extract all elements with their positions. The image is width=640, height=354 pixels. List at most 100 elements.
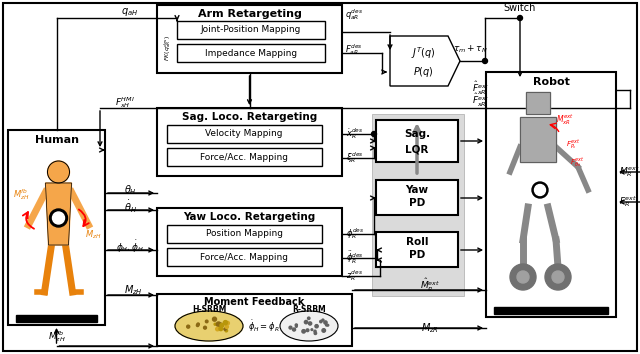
Circle shape [212, 317, 216, 321]
Circle shape [52, 212, 65, 224]
Circle shape [196, 324, 199, 326]
Text: $\phi_H, \dot\phi_H$: $\phi_H, \dot\phi_H$ [116, 239, 144, 255]
Circle shape [225, 325, 228, 329]
Bar [526, 92, 550, 114]
Circle shape [545, 264, 571, 290]
Text: Yaw: Yaw [405, 185, 429, 195]
Circle shape [220, 323, 222, 326]
Text: $J^T(q)$: $J^T(q)$ [411, 45, 435, 61]
Text: $FK(q_{aR}^{des})$: $FK(q_{aR}^{des})$ [163, 35, 173, 61]
Bar [526, 92, 550, 114]
Circle shape [534, 184, 545, 195]
Bar [486, 72, 616, 317]
Circle shape [320, 320, 322, 323]
Circle shape [49, 209, 67, 227]
Circle shape [305, 320, 308, 324]
Bar [376, 232, 458, 267]
Circle shape [197, 323, 199, 325]
Text: Robot: Robot [532, 77, 570, 87]
Bar [8, 130, 105, 325]
Text: $\phi_R^{des}$: $\phi_R^{des}$ [346, 227, 364, 241]
Bar [167, 148, 322, 166]
Circle shape [289, 326, 292, 329]
Text: $q_{aR}^{des}$: $q_{aR}^{des}$ [345, 7, 363, 22]
Text: LQR: LQR [405, 144, 429, 154]
Text: Arm Retargeting: Arm Retargeting [198, 9, 301, 19]
Text: Sag. Loco. Retargeting: Sag. Loco. Retargeting [182, 112, 317, 122]
Circle shape [483, 58, 488, 63]
Circle shape [314, 330, 316, 332]
Circle shape [532, 182, 548, 198]
Ellipse shape [280, 311, 338, 341]
Text: $\dot\theta_H$: $\dot\theta_H$ [124, 199, 136, 216]
Text: $M_{zH}^{fb}$: $M_{zH}^{fb}$ [13, 188, 29, 202]
Text: $\xi_R^{des}$: $\xi_R^{des}$ [346, 150, 364, 165]
Bar [157, 294, 352, 346]
Text: H-SRBM: H-SRBM [192, 304, 226, 314]
Text: $M_{zH}^{fb}$: $M_{zH}^{fb}$ [47, 330, 65, 344]
Circle shape [219, 327, 223, 331]
Polygon shape [390, 36, 460, 86]
Bar [177, 44, 325, 62]
Text: $\dot{x}_R^{des}$: $\dot{x}_R^{des}$ [346, 126, 364, 142]
Text: $M_{xR}^{ext}$: $M_{xR}^{ext}$ [556, 113, 574, 127]
Text: Force/Acc. Mapping: Force/Acc. Mapping [200, 252, 288, 262]
Bar [157, 108, 342, 176]
Circle shape [296, 326, 297, 327]
Circle shape [223, 321, 227, 325]
Circle shape [187, 325, 189, 328]
Text: $\hat{F}_{xR}^{ext}$: $\hat{F}_{xR}^{ext}$ [472, 79, 490, 97]
Text: Force/Acc. Mapping: Force/Acc. Mapping [200, 153, 288, 161]
Circle shape [315, 325, 318, 328]
Text: $F_{xH}^{HMI}$: $F_{xH}^{HMI}$ [115, 96, 135, 110]
Text: Position Mapping: Position Mapping [205, 229, 282, 239]
Circle shape [322, 319, 324, 321]
Text: PD: PD [409, 250, 425, 260]
Bar [167, 248, 322, 266]
Polygon shape [45, 183, 72, 245]
Circle shape [216, 322, 221, 326]
Text: $P(q)$: $P(q)$ [413, 65, 433, 79]
Circle shape [314, 332, 317, 335]
Text: Moment Feedback: Moment Feedback [204, 297, 305, 307]
Circle shape [205, 320, 208, 323]
Circle shape [371, 131, 376, 137]
Text: $M_R^{ext}$: $M_R^{ext}$ [619, 165, 640, 179]
Circle shape [295, 324, 298, 326]
Circle shape [308, 317, 310, 319]
Text: $F_{\theta_x}^{ext}$: $F_{\theta_x}^{ext}$ [570, 155, 584, 169]
Bar [16, 315, 97, 322]
Bar [376, 180, 458, 215]
Circle shape [47, 161, 70, 183]
Text: $M_{zH}$: $M_{zH}$ [124, 283, 143, 297]
Bar [372, 114, 464, 296]
Circle shape [324, 321, 327, 324]
Bar [376, 120, 458, 162]
Text: $\ddot\phi_R^{des}$: $\ddot\phi_R^{des}$ [346, 250, 364, 266]
Text: $\theta_H$: $\theta_H$ [124, 183, 136, 197]
Text: $\dot\phi_H=\phi_R$: $\dot\phi_H=\phi_R$ [248, 318, 280, 334]
Text: Velocity Mapping: Velocity Mapping [205, 130, 283, 138]
Ellipse shape [175, 311, 243, 341]
Circle shape [224, 328, 226, 330]
Circle shape [518, 16, 522, 21]
Text: Roll: Roll [406, 237, 428, 247]
Text: $F_{aR}^{des}$: $F_{aR}^{des}$ [345, 42, 363, 57]
Circle shape [326, 324, 328, 326]
Bar [157, 208, 342, 276]
Text: PD: PD [409, 198, 425, 208]
Text: Human: Human [35, 135, 79, 145]
Text: Joint-Position Mapping: Joint-Position Mapping [201, 25, 301, 34]
Circle shape [517, 271, 529, 283]
Circle shape [214, 323, 216, 325]
Text: Sag.: Sag. [404, 129, 430, 139]
Circle shape [552, 271, 564, 283]
Text: $F_{P_x}^{ext}$: $F_{P_x}^{ext}$ [566, 137, 580, 151]
Text: $M_{zH}$: $M_{zH}$ [85, 229, 102, 241]
Circle shape [306, 329, 309, 332]
Bar [157, 5, 342, 73]
Text: $z_R^{des}$: $z_R^{des}$ [346, 269, 363, 284]
Text: $q_{aH}$: $q_{aH}$ [122, 6, 139, 18]
Text: $F_R^{ext}$: $F_R^{ext}$ [619, 195, 637, 210]
Bar [167, 225, 322, 243]
